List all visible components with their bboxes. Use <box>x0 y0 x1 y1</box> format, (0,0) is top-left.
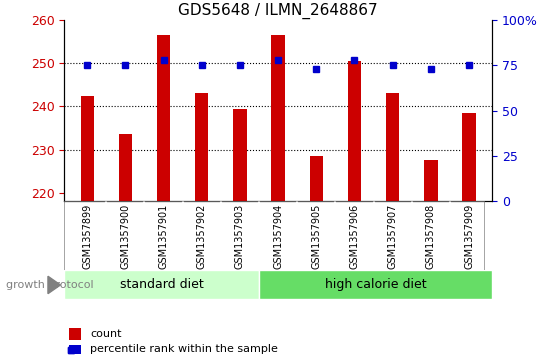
Text: GSM1357909: GSM1357909 <box>464 203 474 269</box>
Text: GSM1357903: GSM1357903 <box>235 203 245 269</box>
Text: GSM1357908: GSM1357908 <box>426 203 436 269</box>
Text: percentile rank within the sample: percentile rank within the sample <box>90 344 278 354</box>
Bar <box>195 93 209 201</box>
Bar <box>272 35 285 201</box>
Text: GSM1357900: GSM1357900 <box>120 203 130 269</box>
Text: GSM1357905: GSM1357905 <box>311 203 321 269</box>
Text: GSM1357902: GSM1357902 <box>197 203 207 269</box>
Text: high calorie diet: high calorie diet <box>325 278 427 291</box>
Bar <box>64 270 259 299</box>
Bar <box>310 156 323 201</box>
Text: GSM1357907: GSM1357907 <box>387 203 397 269</box>
Bar <box>69 345 82 354</box>
Bar <box>424 160 438 201</box>
Text: GSM1357901: GSM1357901 <box>159 203 169 269</box>
Polygon shape <box>48 276 60 294</box>
Bar <box>259 270 492 299</box>
Bar <box>157 35 170 201</box>
Bar <box>462 113 476 201</box>
Text: growth protocol: growth protocol <box>6 280 93 290</box>
Text: standard diet: standard diet <box>120 278 203 291</box>
Bar <box>386 93 399 201</box>
Text: GSM1357906: GSM1357906 <box>349 203 359 269</box>
Bar <box>348 61 361 201</box>
Text: GSM1357899: GSM1357899 <box>82 203 92 269</box>
Bar <box>69 328 82 340</box>
Bar <box>119 134 132 201</box>
Title: GDS5648 / ILMN_2648867: GDS5648 / ILMN_2648867 <box>178 3 378 19</box>
Bar <box>80 95 94 201</box>
Text: GSM1357904: GSM1357904 <box>273 203 283 269</box>
Bar <box>233 109 247 201</box>
Text: count: count <box>90 329 121 339</box>
